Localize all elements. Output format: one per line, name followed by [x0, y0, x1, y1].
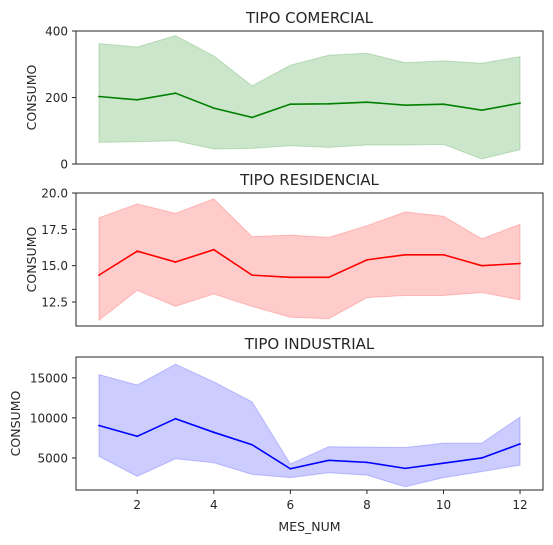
data-point: [98, 274, 100, 277]
data-point: [327, 459, 330, 462]
data-point: [519, 262, 521, 265]
data-point: [136, 250, 139, 253]
y-tick-label: 400: [45, 25, 68, 39]
data-point: [136, 98, 139, 101]
data-point: [442, 462, 445, 465]
data-point: [251, 116, 253, 119]
data-point: [327, 276, 330, 279]
series-line: [98, 92, 521, 119]
axes-frame: [75, 356, 544, 491]
data-point: [98, 424, 100, 427]
data-point: [174, 417, 177, 420]
series-line: [98, 417, 521, 470]
subplot-title: TIPO RESIDENCIAL: [239, 171, 379, 189]
y-tick-label: 10000: [30, 411, 68, 425]
x-tick-label: 12: [512, 498, 527, 512]
data-point: [442, 253, 445, 256]
y-tick-label: 5000: [37, 451, 68, 465]
y-tick-label: 0: [60, 158, 68, 172]
subplot-2: 12.5 15.0 17.5 20.0 TIPO RESIDENCIAL CONSUMO: [24, 171, 544, 327]
data-point: [212, 431, 215, 434]
y-tick-label: 15.0: [41, 259, 68, 273]
y-axis-label: CONSUMO: [24, 65, 39, 131]
data-point: [404, 467, 407, 470]
data-point: [366, 258, 368, 261]
series-line: [98, 248, 521, 279]
data-point: [480, 457, 483, 459]
data-point: [442, 103, 445, 106]
x-tick-label: 8: [363, 498, 371, 512]
data-point: [480, 109, 483, 112]
axes-frame: [75, 192, 544, 327]
x-tick-label: 2: [133, 498, 141, 512]
data-point: [136, 435, 139, 438]
data-point: [174, 261, 177, 263]
data-point: [366, 461, 368, 464]
x-tick-label: 6: [287, 498, 295, 512]
data-point: [289, 467, 292, 470]
y-axis-label: CONSUMO: [24, 227, 39, 293]
subplot-title: TIPO INDUSTRIAL: [244, 335, 375, 353]
data-point: [251, 274, 253, 277]
y-tick-label: 200: [45, 91, 68, 105]
subplot-3: 5000 10000 15000 2 4 6 8 10 12 TIPO INDUSTRIAL CON…: [8, 335, 544, 534]
data-point: [212, 248, 215, 251]
data-point: [404, 104, 407, 107]
data-point: [251, 443, 253, 446]
x-axis-label: MES_NUM: [278, 519, 340, 534]
y-tick-label: 20.0: [41, 187, 68, 201]
confidence-band: [98, 363, 521, 488]
data-point: [519, 102, 521, 105]
data-point: [212, 107, 215, 110]
confidence-band: [98, 198, 521, 322]
data-point: [289, 276, 292, 279]
data-point: [480, 264, 483, 267]
x-tick-label: 4: [210, 498, 218, 512]
confidence-band: [98, 35, 521, 160]
data-point: [174, 92, 177, 95]
data-point: [289, 103, 292, 106]
data-point: [327, 102, 330, 105]
y-axis-label: CONSUMO: [8, 391, 23, 457]
data-point: [366, 101, 368, 104]
subplot-title: TIPO COMERCIAL: [245, 9, 374, 27]
data-point: [519, 443, 521, 445]
y-tick-label: 12.5: [41, 296, 68, 310]
y-tick-label: 17.5: [41, 223, 68, 237]
x-tick-label: 10: [436, 498, 451, 512]
data-point: [404, 253, 407, 256]
y-tick-label: 15000: [30, 371, 68, 385]
data-point: [98, 95, 100, 98]
subplot-1: 0 200 400 TIPO COMERCIAL CONSUMO: [24, 9, 544, 172]
